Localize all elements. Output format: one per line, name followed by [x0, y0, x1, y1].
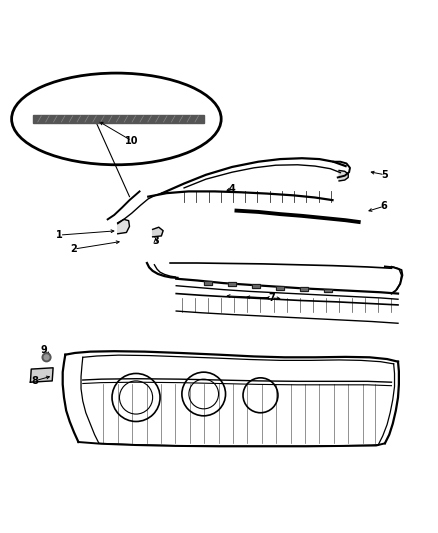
Bar: [300, 287, 308, 291]
Polygon shape: [30, 368, 53, 382]
Bar: [324, 288, 332, 293]
Polygon shape: [339, 171, 348, 181]
Text: 3: 3: [152, 236, 159, 246]
Bar: [228, 282, 236, 286]
Bar: [228, 282, 236, 286]
Text: 8: 8: [31, 376, 38, 386]
Text: 6: 6: [381, 201, 388, 211]
Circle shape: [42, 353, 51, 362]
Text: 2: 2: [71, 244, 78, 254]
Text: 1: 1: [56, 230, 63, 240]
Bar: [300, 287, 308, 291]
Text: 9: 9: [41, 345, 48, 356]
Circle shape: [44, 355, 49, 360]
Polygon shape: [118, 220, 130, 234]
Polygon shape: [33, 115, 204, 123]
Bar: [252, 284, 260, 288]
Polygon shape: [152, 227, 163, 237]
Bar: [324, 288, 332, 293]
Bar: [276, 286, 284, 290]
Text: 7: 7: [268, 293, 275, 303]
Text: 10: 10: [125, 136, 138, 146]
Text: 4: 4: [229, 184, 236, 194]
Bar: [204, 281, 212, 285]
Text: 5: 5: [381, 170, 389, 180]
Bar: [204, 281, 212, 285]
Bar: [252, 284, 260, 288]
Bar: [276, 286, 284, 290]
